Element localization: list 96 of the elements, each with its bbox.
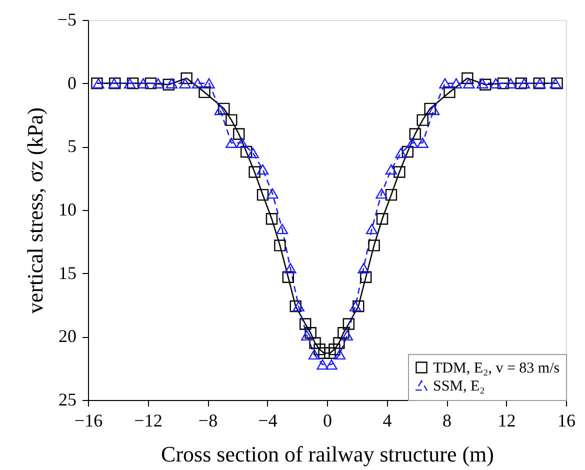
point	[316, 359, 328, 370]
point	[376, 213, 388, 225]
point	[497, 77, 510, 90]
legend-label: TDM, E₂, v = 83 m/s	[433, 360, 560, 376]
point	[256, 188, 269, 201]
point	[233, 128, 245, 140]
point	[328, 343, 340, 356]
point	[402, 146, 414, 158]
point	[416, 138, 428, 148]
point	[395, 148, 407, 158]
point	[428, 104, 440, 116]
point	[276, 224, 288, 234]
point	[476, 78, 488, 88]
point	[394, 166, 406, 178]
point	[385, 188, 398, 201]
point	[518, 78, 530, 88]
point	[218, 102, 230, 115]
point	[341, 330, 354, 341]
point	[326, 359, 338, 370]
y-tick-label: 25	[58, 390, 76, 410]
point	[192, 78, 204, 88]
point	[214, 104, 226, 116]
point	[226, 138, 238, 148]
point	[504, 78, 517, 88]
legend-label: SSM, E₂	[433, 378, 485, 394]
point	[342, 318, 355, 330]
point	[462, 72, 474, 84]
point	[144, 77, 157, 90]
point	[180, 72, 192, 84]
point	[444, 86, 456, 98]
point	[385, 164, 398, 175]
x-tick-label: 4	[382, 410, 392, 430]
point	[226, 114, 238, 126]
point	[416, 114, 428, 126]
point	[299, 318, 312, 330]
point	[424, 102, 436, 115]
y-tick-label: 20	[58, 326, 76, 346]
point	[274, 240, 286, 252]
point	[240, 146, 252, 158]
point	[360, 271, 372, 283]
x-tick-label: −4	[258, 410, 278, 430]
x-tick-label: 8	[442, 410, 452, 430]
point	[137, 78, 150, 88]
point	[350, 301, 362, 312]
point	[236, 138, 248, 148]
point	[126, 77, 139, 90]
point	[198, 86, 210, 98]
y-tick-label: 0	[68, 72, 76, 93]
x-tick-label: −16	[74, 410, 103, 430]
x-axis-title: Cross section of railway structure (m)	[161, 442, 494, 466]
point	[284, 263, 296, 274]
point	[152, 78, 164, 88]
point	[463, 78, 475, 88]
point	[439, 78, 451, 88]
point	[333, 337, 345, 349]
point	[124, 78, 136, 88]
point	[309, 337, 321, 349]
x-tick-label: 16	[558, 410, 576, 430]
point	[248, 166, 260, 178]
point	[314, 343, 326, 356]
y-tick-label: 15	[58, 262, 76, 283]
point	[450, 78, 462, 88]
point	[406, 138, 418, 148]
point	[409, 128, 421, 140]
point	[479, 78, 492, 90]
point	[366, 224, 378, 234]
point	[266, 213, 278, 225]
y-axis-title: vertical stress, σz (kPa)	[22, 107, 48, 314]
y-tick-label: 5	[68, 136, 76, 156]
point	[515, 77, 528, 90]
point	[266, 188, 278, 199]
point	[162, 78, 175, 90]
point	[290, 300, 302, 312]
x-tick-label: 12	[498, 410, 516, 430]
x-tick-label: −12	[134, 410, 162, 430]
point	[308, 349, 320, 360]
x-tick-label: −8	[198, 410, 218, 430]
point	[338, 327, 350, 339]
point	[166, 78, 178, 88]
point	[300, 330, 313, 341]
point	[376, 188, 388, 199]
point	[358, 263, 370, 274]
point	[334, 349, 346, 360]
point	[304, 327, 316, 339]
point	[490, 78, 502, 88]
point	[282, 271, 294, 283]
y-tick-label: −5	[57, 10, 76, 30]
point	[256, 164, 269, 175]
x-tick-label: 0	[323, 410, 332, 430]
y-tick-label: 10	[58, 200, 76, 220]
point	[368, 240, 380, 252]
point	[292, 301, 304, 312]
point	[352, 300, 364, 312]
point	[203, 78, 215, 88]
point	[247, 148, 259, 158]
point	[179, 78, 191, 88]
